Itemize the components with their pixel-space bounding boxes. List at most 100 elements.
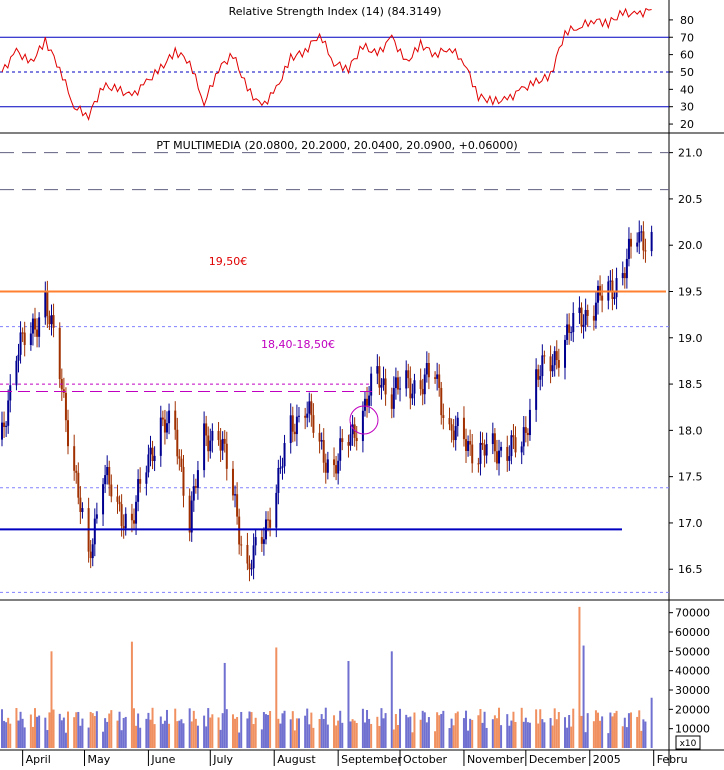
candle-body <box>50 315 53 325</box>
month-label: August <box>277 753 316 766</box>
month-label: November <box>467 753 525 766</box>
volume-bar <box>269 710 272 748</box>
candle-body <box>528 409 531 436</box>
volume-bar <box>118 711 121 748</box>
price-tick-label: 20.5 <box>678 193 703 206</box>
volume-bars <box>1 606 653 748</box>
volume-bar <box>324 707 327 748</box>
volume-bar <box>130 641 133 748</box>
volume-bar <box>368 718 371 748</box>
volume-tick-label: 20000 <box>675 703 710 716</box>
volume-bar <box>333 715 336 748</box>
volume-bar <box>640 730 643 748</box>
volume-bar <box>165 709 168 748</box>
candle-body <box>456 417 459 427</box>
volume-bar <box>421 710 424 748</box>
candle-body <box>73 446 76 471</box>
candle-body <box>291 415 294 432</box>
candle-body <box>236 494 239 517</box>
candle-body <box>582 324 585 327</box>
price-tick-label: 18.5 <box>678 378 703 391</box>
candle-body <box>234 494 237 496</box>
candle-body <box>31 318 34 334</box>
candle-body <box>159 417 162 456</box>
candle-body <box>289 415 292 444</box>
candle-body <box>465 439 468 451</box>
volume-tick-label: 60000 <box>675 626 710 639</box>
candle-body <box>640 231 643 233</box>
volume-bar <box>355 722 358 748</box>
volume-bar <box>108 713 111 748</box>
candle-body <box>436 374 439 379</box>
rsi-tick-label: 40 <box>680 83 694 96</box>
volume-bar <box>584 732 587 748</box>
volume-bar <box>176 721 179 748</box>
volume-bar <box>168 723 171 748</box>
candle-body <box>644 250 647 252</box>
volume-bar <box>535 709 538 748</box>
volume-bar <box>349 721 352 748</box>
candle-body <box>427 362 430 378</box>
candle-body <box>485 444 488 456</box>
volume-bar <box>650 697 653 748</box>
volume-bar <box>425 722 428 748</box>
volume-bar <box>194 718 197 748</box>
volume-bar <box>66 711 69 748</box>
volume-bar <box>448 728 451 748</box>
candle-body <box>283 443 286 467</box>
candle-body <box>182 466 185 496</box>
volume-bar <box>411 732 414 748</box>
volume-bar <box>493 715 496 748</box>
candle-body <box>75 470 78 473</box>
volume-bar <box>442 710 445 748</box>
candle-body <box>636 242 639 247</box>
candle-body <box>411 393 414 399</box>
candle-body <box>147 454 150 473</box>
candle-body <box>221 438 224 451</box>
volume-bar <box>196 725 199 748</box>
candle-body <box>194 486 197 488</box>
candle-body <box>178 456 181 459</box>
candle-body <box>543 355 546 357</box>
volume-bar <box>597 712 600 748</box>
volume-bar <box>211 714 214 748</box>
volume-bar <box>485 727 488 748</box>
volume-bar <box>310 712 313 748</box>
volume-bar <box>46 730 49 748</box>
volume-bar <box>60 720 63 748</box>
volume-bar <box>246 718 249 748</box>
candle-body <box>425 362 428 375</box>
candle-body <box>481 442 484 445</box>
candle-body <box>277 467 280 493</box>
volume-bar <box>378 725 381 748</box>
volume-bar <box>322 718 325 748</box>
candle-body <box>351 424 354 435</box>
volume-bar <box>75 712 78 748</box>
volume-bar <box>31 726 34 748</box>
volume-bar <box>524 717 527 748</box>
candle-body <box>407 370 410 379</box>
volume-bar <box>159 716 162 748</box>
volume-bar <box>477 715 480 748</box>
month-label: December <box>529 753 587 766</box>
volume-bar <box>262 712 265 748</box>
volume-bar <box>481 722 484 748</box>
candle-body <box>347 442 350 446</box>
candle-body <box>23 332 26 346</box>
candle-body <box>471 444 474 464</box>
volume-bar <box>436 712 439 748</box>
volume-bar <box>91 713 94 748</box>
candle-body <box>240 544 243 546</box>
rsi-title: Relative Strength Index (14) (84.3149) <box>229 5 442 18</box>
volume-bar <box>396 724 399 748</box>
candle-body <box>223 438 226 444</box>
candle-body <box>246 544 249 564</box>
volume-bar <box>370 723 373 748</box>
candle-body <box>95 514 98 519</box>
volume-bar <box>580 715 583 748</box>
candle-body <box>124 513 127 529</box>
volume-bar <box>122 717 125 748</box>
month-label: October <box>403 753 447 766</box>
